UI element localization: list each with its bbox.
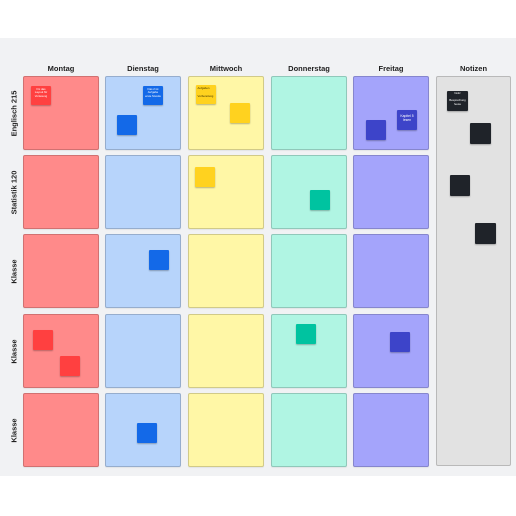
sticky-note[interactable]: Das 2 ist Aufgabe erste Stunde [143, 86, 163, 105]
sticky-note[interactable] [366, 120, 386, 140]
sticky-note[interactable] [296, 324, 316, 344]
column-header-thursday: Donnerstag [288, 64, 330, 73]
cell-monday-class-4[interactable] [23, 314, 99, 388]
column-header-tuesday: Dienstag [127, 64, 159, 73]
sticky-note[interactable]: Kapitel 5 lesen [397, 110, 417, 130]
cell-friday-english[interactable] [353, 76, 429, 150]
cell-thursday-statistics[interactable] [271, 155, 347, 229]
cell-monday-statistics[interactable] [23, 155, 99, 229]
sticky-note[interactable] [60, 356, 80, 376]
sticky-note[interactable] [195, 167, 215, 187]
sticky-note[interactable] [475, 223, 496, 244]
sticky-note[interactable]: Aufgaben Vorbereitung [196, 85, 216, 104]
cell-thursday-class-3[interactable] [271, 234, 347, 308]
cell-tuesday-class-4[interactable] [105, 314, 181, 388]
cell-friday-class-5[interactable] [353, 393, 429, 467]
cell-friday-statistics[interactable] [353, 155, 429, 229]
sticky-note[interactable] [390, 332, 410, 352]
cell-thursday-english[interactable] [271, 76, 347, 150]
column-header-monday: Montag [47, 64, 75, 73]
sticky-note[interactable] [310, 190, 330, 210]
cell-wednesday-class-4[interactable] [188, 314, 264, 388]
sticky-note[interactable] [117, 115, 137, 135]
column-header-notes: Notizen [459, 64, 488, 73]
sticky-note[interactable] [137, 423, 157, 443]
cell-wednesday-class-3[interactable] [188, 234, 264, 308]
sticky-note[interactable] [230, 103, 250, 123]
column-header-friday: Freitag [378, 64, 404, 73]
cell-wednesday-class-5[interactable] [188, 393, 264, 467]
cell-thursday-class-5[interactable] [271, 393, 347, 467]
sticky-note[interactable] [450, 175, 470, 196]
column-header-wednesday: Mittwoch [209, 64, 243, 73]
sticky-note[interactable] [470, 123, 491, 144]
sticky-note[interactable] [149, 250, 169, 270]
sticky-note[interactable]: Notiz Besprechung heute [447, 91, 468, 111]
cell-tuesday-class-3[interactable] [105, 234, 181, 308]
cell-friday-class-3[interactable] [353, 234, 429, 308]
cell-monday-class-5[interactable] [23, 393, 99, 467]
cell-monday-class-3[interactable] [23, 234, 99, 308]
sticky-note[interactable]: Fix das Layout für Vorlesung [31, 86, 51, 105]
cell-tuesday-statistics[interactable] [105, 155, 181, 229]
sticky-note[interactable] [33, 330, 53, 350]
